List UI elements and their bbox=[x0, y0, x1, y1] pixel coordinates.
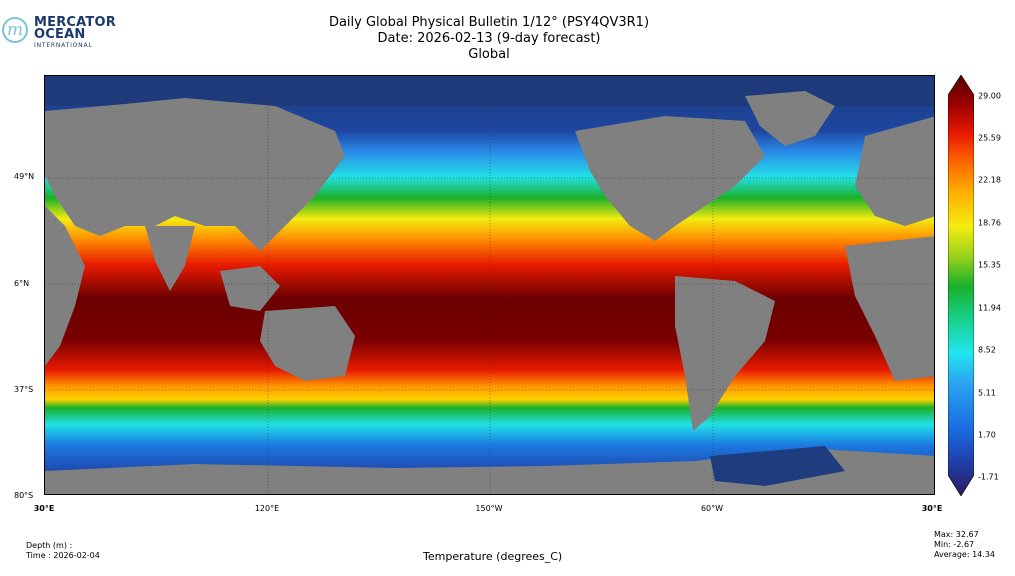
lon-label-30e-right: 30°E bbox=[921, 504, 943, 513]
colorbar-tick: 25.59 bbox=[978, 133, 1001, 143]
colorbar-tick: 15.35 bbox=[978, 260, 1001, 270]
lat-label-49n: 49°N bbox=[14, 172, 35, 181]
colorbar-tick: 29.00 bbox=[978, 91, 1001, 101]
lon-label-30e-left: 30°E bbox=[33, 504, 55, 513]
colorbar bbox=[948, 75, 974, 496]
land-india bbox=[145, 226, 195, 291]
land-greenland bbox=[745, 91, 835, 146]
max-value: Max: 32.67 bbox=[934, 530, 979, 539]
colorbar-tick: -1.71 bbox=[978, 472, 999, 482]
colorbar-tick: 11.94 bbox=[978, 303, 1001, 313]
land-africa-west bbox=[845, 236, 934, 381]
lat-label-37s: 37°S bbox=[14, 385, 34, 394]
temperature-map bbox=[44, 75, 935, 495]
lon-label-60w: 60°W bbox=[700, 504, 724, 513]
footer-stats: Max: 32.67 Min: -2.67 Average: 14.34 bbox=[934, 530, 995, 560]
colorbar-tick: 18.76 bbox=[978, 218, 1001, 228]
average-value: Average: 14.34 bbox=[934, 550, 995, 559]
bulletin-title: Daily Global Physical Bulletin 1/12° (PS… bbox=[288, 15, 690, 63]
min-value: Min: -2.67 bbox=[934, 540, 975, 549]
logo-text-line1: MERCATOR bbox=[34, 15, 116, 30]
land-eurasia bbox=[45, 98, 345, 251]
logo-text-line2: OCEAN bbox=[34, 27, 86, 42]
lat-label-80s: 80°S bbox=[14, 491, 34, 500]
time-label: Time : 2026-02-04 bbox=[26, 551, 100, 560]
graticule bbox=[45, 76, 934, 494]
colorbar-tick: 22.18 bbox=[978, 175, 1001, 185]
colorbar-tick: 5.11 bbox=[978, 388, 996, 398]
colorbar-tick: 1.70 bbox=[978, 430, 996, 440]
land-indonesia bbox=[220, 266, 280, 311]
mercator-ocean-logo: m MERCATOR OCEAN INTERNATIONAL bbox=[2, 14, 116, 50]
land-masses bbox=[45, 91, 934, 494]
land-africa-east bbox=[45, 206, 85, 366]
lon-label-120e: 120°E bbox=[254, 504, 280, 513]
land-north-america bbox=[575, 116, 765, 241]
logo-mark-icon: m bbox=[2, 17, 28, 43]
title-date: Date: 2026-02-13 (9-day forecast) bbox=[377, 31, 601, 46]
title-main: Daily Global Physical Bulletin 1/12° (PS… bbox=[328, 15, 650, 30]
lon-label-150w: 150°W bbox=[475, 504, 503, 513]
map-svg bbox=[45, 76, 934, 494]
land-australia bbox=[260, 306, 355, 381]
colorbar-tick: 8.52 bbox=[978, 345, 996, 355]
title-region: Global bbox=[468, 47, 510, 62]
footer-metadata: Depth (m) : Time : 2026-02-04 bbox=[26, 541, 100, 561]
land-south-america bbox=[675, 276, 775, 431]
depth-label: Depth (m) : bbox=[26, 541, 73, 550]
logo-text-line3: INTERNATIONAL bbox=[34, 42, 93, 49]
weddell-sea bbox=[710, 446, 845, 486]
lat-label-6n: 6°N bbox=[14, 279, 30, 288]
variable-label: Temperature (degrees_C) bbox=[423, 550, 563, 563]
land-europe bbox=[855, 116, 934, 226]
